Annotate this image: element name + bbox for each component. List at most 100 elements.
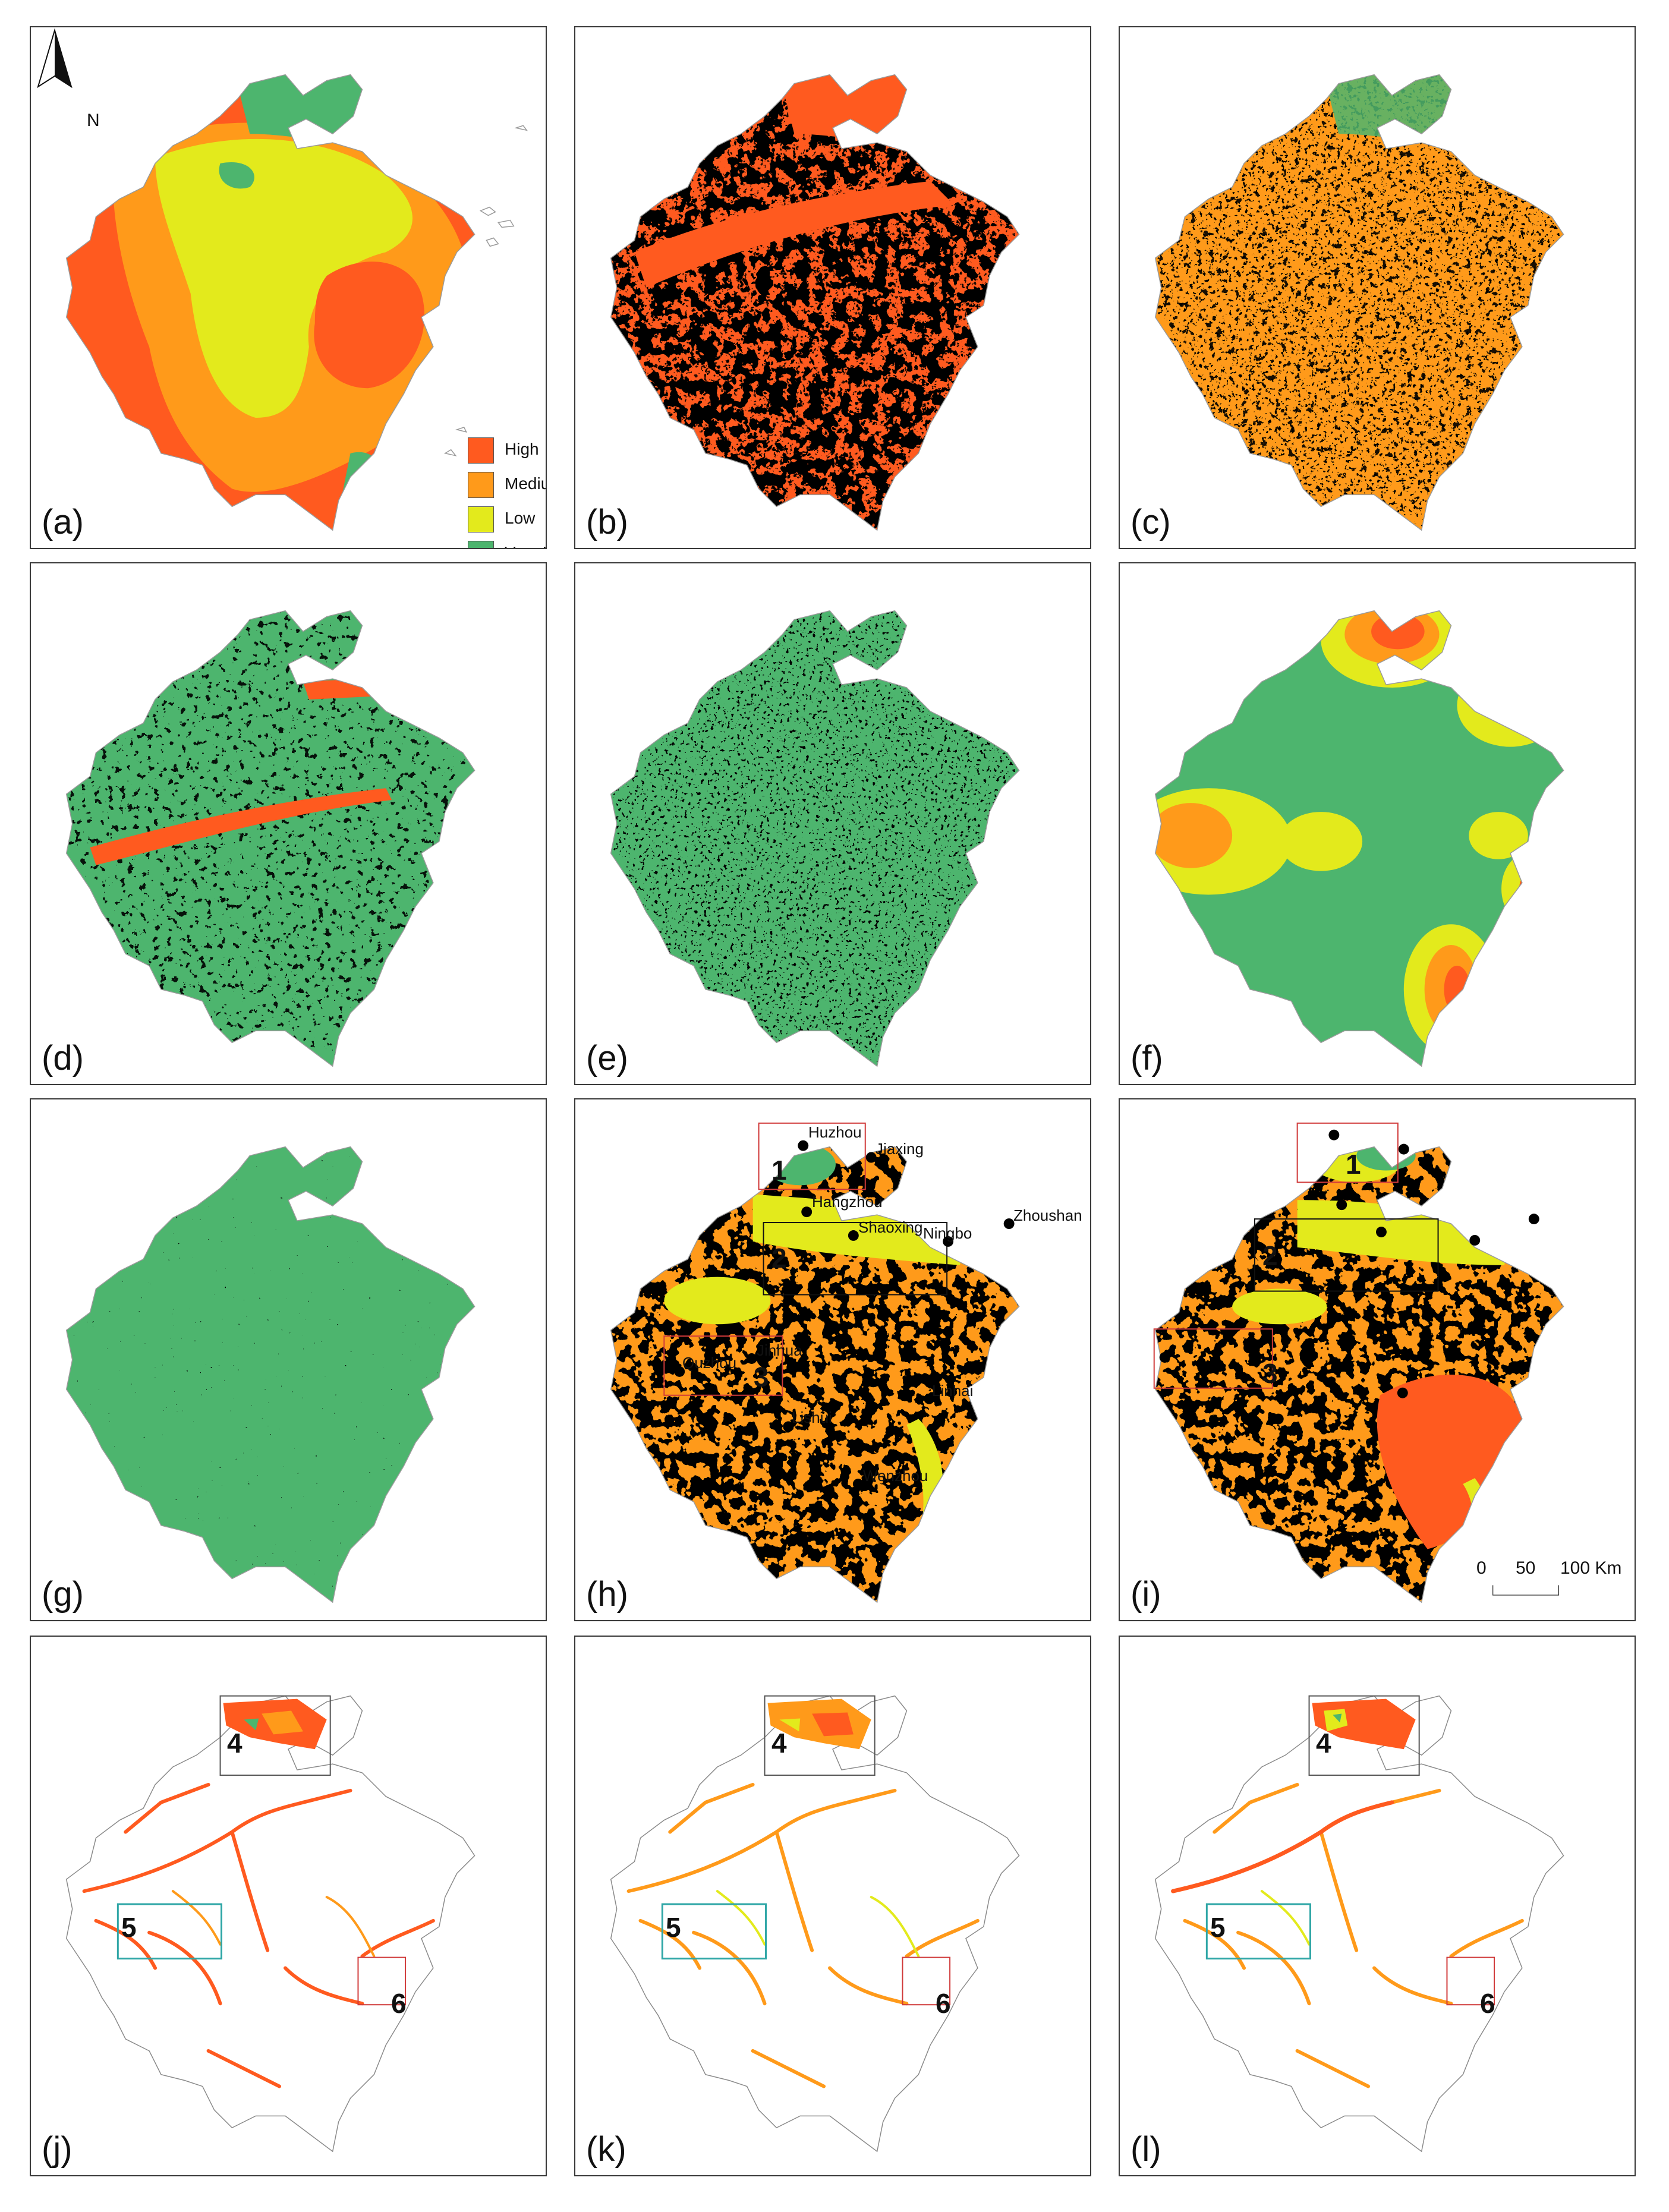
panel-label-j: (j) <box>42 2130 73 2169</box>
box-number-2: 2 <box>1262 1240 1278 1271</box>
map-l <box>1154 1695 1564 2152</box>
city-label-lishui: Lishui <box>792 1409 832 1426</box>
map-panel-j: 4 5 6 (j) <box>30 1636 547 2176</box>
study-box-1 <box>1296 1122 1399 1183</box>
study-box-4 <box>764 1695 876 1776</box>
box-number-6: 6 <box>1480 1988 1495 2019</box>
city-label-quzhou: Quzhou <box>682 1354 737 1372</box>
city-marker-shaoxing <box>1376 1227 1387 1237</box>
city-marker-zhoushan <box>1003 1218 1015 1230</box>
legend-swatch-very-low <box>468 541 494 548</box>
city-marker-ningbo <box>943 1236 954 1247</box>
box-number-5: 5 <box>121 1912 137 1943</box>
map-panel-f: (f) <box>1119 562 1636 1085</box>
panel-label-f: (f) <box>1130 1039 1163 1077</box>
legend-label-low: Low <box>505 509 536 527</box>
map-b <box>610 74 1020 531</box>
study-box-3 <box>1153 1328 1273 1389</box>
scale-label-50: 50 <box>1516 1558 1536 1578</box>
study-box-2 <box>1254 1218 1439 1292</box>
map-e <box>610 610 1020 1067</box>
map-h <box>610 1122 1020 1603</box>
map-j <box>65 1695 475 2152</box>
box-number-3: 3 <box>1262 1358 1278 1389</box>
city-marker-shaoxing <box>848 1230 859 1241</box>
box-number-2: 2 <box>771 1243 787 1274</box>
box-number-4: 4 <box>227 1728 243 1759</box>
box-number-1: 1 <box>771 1155 787 1186</box>
city-marker-linhai <box>924 1393 935 1404</box>
map-c <box>1154 74 1564 531</box>
box-number-5: 5 <box>666 1912 681 1943</box>
map-d <box>65 610 475 1067</box>
city-label-hangzhou: Hangzhou <box>812 1193 883 1211</box>
legend-label-very-low: Very Low <box>505 543 546 548</box>
study-box-6 <box>1446 1956 1495 2006</box>
study-box-5 <box>1205 1903 1312 1960</box>
box-number-6: 6 <box>391 1988 407 2019</box>
map-panel-h: Huzhou Jiaxing Hangzhou Shaoxing Ningbo … <box>574 1098 1091 1621</box>
panel-label-l: (l) <box>1130 2130 1161 2169</box>
city-marker-jinhua <box>1243 1343 1254 1354</box>
legend-swatch-medium <box>468 472 494 498</box>
city-marker-jiaxing <box>865 1152 877 1163</box>
panel-label-i: (i) <box>1130 1575 1161 1614</box>
map-panel-a: N High Medium Low Very Low (a) <box>30 26 547 549</box>
map-f <box>1154 610 1564 1067</box>
city-label-zhoushan: Zhoushan <box>1013 1206 1082 1224</box>
scale-label-0: 0 <box>1476 1558 1487 1578</box>
map-a <box>65 74 528 531</box>
study-box-5 <box>661 1903 767 1960</box>
panel-label-d: (d) <box>42 1039 84 1077</box>
map-panel-d: (d) <box>30 562 547 1085</box>
city-label-ningbo: Ningbo <box>923 1224 972 1242</box>
city-marker-lishui <box>783 1421 794 1432</box>
city-marker-ningbo <box>1469 1234 1481 1246</box>
scale-bar <box>1492 1585 1559 1596</box>
map-panel-i: 1 2 3 (i) <box>1119 1098 1636 1621</box>
box-number-1: 1 <box>1346 1149 1361 1180</box>
panel-label-a: (a) <box>42 503 84 541</box>
map-k <box>610 1695 1020 2152</box>
panel-label-g: (g) <box>42 1575 84 1614</box>
map-panel-c: (c) <box>1119 26 1636 549</box>
study-box-3 <box>663 1335 783 1396</box>
panel-label-b: (b) <box>586 503 628 541</box>
city-label-shaoxing: Shaoxing <box>858 1218 923 1236</box>
map-panel-g: (g) <box>30 1098 547 1621</box>
scale-label-100: 100 Km <box>1560 1558 1622 1578</box>
city-label-wenzhou: Wenzhou <box>863 1467 928 1485</box>
study-box-6 <box>902 1956 951 2006</box>
city-marker-linhai <box>1397 1387 1408 1398</box>
box-number-3: 3 <box>754 1362 769 1392</box>
legend-label-high: High <box>505 440 539 458</box>
study-box-6 <box>357 1956 407 2006</box>
city-marker-quzhou <box>674 1366 685 1377</box>
map-i <box>1153 1122 1564 1603</box>
study-box-5 <box>116 1903 223 1960</box>
panel-label-c: (c) <box>1130 503 1171 541</box>
study-box-1 <box>758 1122 866 1190</box>
city-marker-jiaxing <box>1398 1143 1409 1155</box>
box-number-6: 6 <box>936 1988 951 2019</box>
box-number-4: 4 <box>1316 1728 1331 1759</box>
map-panel-l: 4 5 6 (l) <box>1119 1636 1636 2176</box>
map-panel-e: (e) <box>574 562 1091 1085</box>
city-label-huzhou: Huzhou <box>808 1123 862 1141</box>
north-label: N <box>87 111 100 130</box>
map-panel-b: (b) <box>574 26 1091 549</box>
city-marker-hangzhou <box>1336 1199 1347 1211</box>
panel-label-e: (e) <box>586 1039 628 1077</box>
study-box-2 <box>763 1222 948 1296</box>
city-marker-hangzhou <box>801 1206 813 1218</box>
box-number-4: 4 <box>771 1728 787 1759</box>
city-marker-huzhou <box>798 1140 809 1151</box>
city-marker-jinhua <box>746 1353 757 1364</box>
legend-label-medium: Medium <box>505 474 546 493</box>
city-marker-lishui <box>1273 1413 1284 1425</box>
legend-swatch-low <box>468 506 494 532</box>
panel-label-h: (h) <box>586 1575 628 1614</box>
box-number-5: 5 <box>1210 1912 1226 1943</box>
city-marker-wenzhou <box>1337 1461 1349 1472</box>
city-marker-zhoushan <box>1528 1214 1539 1225</box>
